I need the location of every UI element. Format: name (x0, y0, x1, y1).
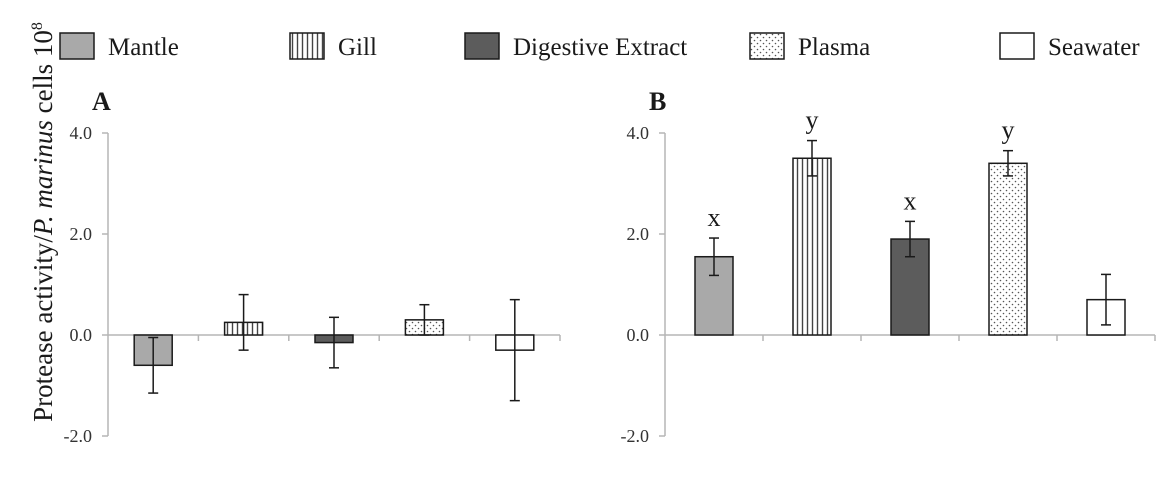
y-axis-label-superscript: 8 (29, 22, 46, 30)
legend-swatch-1 (289, 32, 325, 60)
significance-label: x (904, 186, 917, 215)
significance-label: y (1002, 116, 1015, 145)
legend-label-2: Digestive Extract (513, 34, 687, 61)
y-axis-label: Protease activity/P. marinus cells 108 (28, 22, 58, 422)
significance-label: y (806, 106, 819, 135)
y-axis-label-prefix: Protease activity/ (28, 235, 58, 422)
significance-label: x (708, 203, 721, 232)
legend-swatch-4 (999, 32, 1035, 60)
y-tick-label: 4.0 (70, 123, 93, 143)
panel-b: B 4.0 2.0 0.0 -2.0 x y x y (621, 87, 1156, 446)
legend-label-4: Seawater (1048, 34, 1140, 61)
legend-swatch-0 (59, 32, 95, 60)
legend-label-0: Mantle (108, 34, 179, 61)
y-axis-label-italic: P. marinus (28, 120, 58, 236)
bar-b-0 (694, 255, 734, 336)
legend-swatch-2 (464, 32, 500, 60)
y-tick-label: -2.0 (621, 426, 650, 446)
y-tick-label: -2.0 (64, 426, 93, 446)
legend-swatch-3 (749, 32, 785, 60)
y-tick-label: 0.0 (70, 325, 93, 345)
y-tick-label: 0.0 (627, 325, 650, 345)
y-tick-label: 2.0 (627, 224, 650, 244)
panel-a: A 4.0 2.0 0.0 -2.0 (64, 87, 561, 446)
y-tick-label: 2.0 (70, 224, 93, 244)
bar-b-1 (792, 157, 832, 336)
legend-label-1: Gill (338, 34, 377, 61)
panel-label-a: A (92, 87, 111, 116)
y-tick-label: 4.0 (627, 123, 650, 143)
panel-label-b: B (649, 87, 666, 116)
legend-label-3: Plasma (798, 34, 870, 61)
legend: Mantle Gill Digestive Extract Plasma Seawate… (59, 32, 1140, 61)
bar-b-3 (988, 162, 1028, 336)
y-axis-label-suffix: cells 10 (28, 30, 58, 120)
